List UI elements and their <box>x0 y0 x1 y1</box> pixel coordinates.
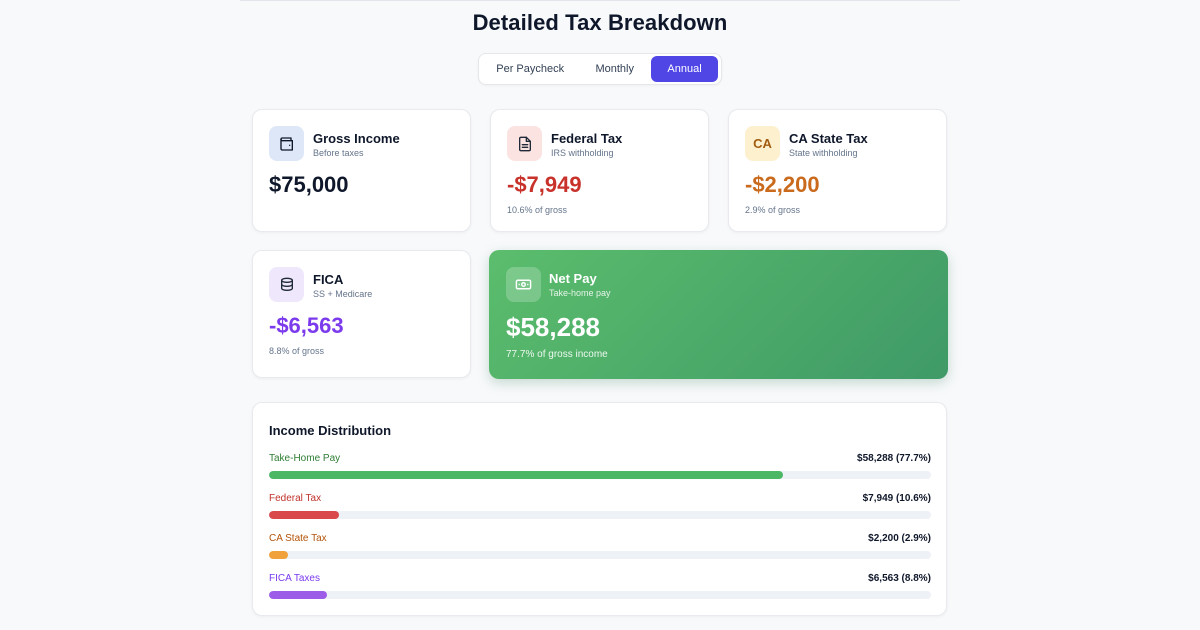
distribution-label: CA State Tax <box>269 533 327 544</box>
progress-fill <box>269 591 328 599</box>
top-divider <box>240 0 960 1</box>
gross-income-subtitle: Before taxes <box>313 148 364 158</box>
progress-track <box>269 551 931 559</box>
distribution-amount: $7,949 (10.6%) <box>862 493 931 504</box>
distribution-row-federal: Federal Tax $7,949 (10.6%) <box>269 493 931 523</box>
federal-tax-percent: 10.6% of gross <box>507 205 568 215</box>
fica-percent: 8.8% of gross <box>269 346 325 356</box>
net-pay-icon-box <box>506 267 541 302</box>
net-pay-value: $58,288 <box>506 312 600 342</box>
distribution-amount: $2,200 (2.9%) <box>868 533 931 544</box>
fica-subtitle: SS + Medicare <box>313 289 373 299</box>
distribution-label: Federal Tax <box>269 493 322 504</box>
distribution-amount: $58,288 (77.7%) <box>857 453 931 464</box>
gross-income-icon-box <box>269 126 304 161</box>
federal-tax-card: Federal Tax IRS withholding -$7,949 10.6… <box>490 109 709 232</box>
income-distribution-panel: Income Distribution Take-Home Pay $58,28… <box>252 402 947 616</box>
federal-tax-title: Federal Tax <box>551 131 623 146</box>
net-pay-title: Net Pay <box>549 271 597 286</box>
state-tax-percent: 2.9% of gross <box>745 205 801 215</box>
progress-fill <box>269 551 289 559</box>
progress-track <box>269 591 931 599</box>
database-icon <box>280 277 293 291</box>
federal-tax-value: -$7,949 <box>507 172 582 197</box>
progress-track <box>269 511 931 519</box>
fica-icon-box <box>269 267 304 302</box>
fica-title: FICA <box>313 272 344 287</box>
distribution-label: Take-Home Pay <box>269 453 341 464</box>
ca-badge-icon: CA <box>753 136 772 151</box>
progress-fill <box>269 511 340 519</box>
distribution-row-fica: FICA Taxes $6,563 (8.8%) <box>269 573 931 603</box>
tab-monthly[interactable]: Monthly <box>595 63 634 75</box>
income-distribution-title: Income Distribution <box>269 423 392 438</box>
net-pay-subtitle: Take-home pay <box>549 288 611 298</box>
distribution-amount: $6,563 (8.8%) <box>868 573 931 584</box>
progress-fill <box>269 471 784 479</box>
cash-icon <box>515 279 532 290</box>
federal-tax-subtitle: IRS withholding <box>551 148 614 158</box>
distribution-row-take-home: Take-Home Pay $58,288 (77.7%) <box>269 453 931 483</box>
state-tax-value: -$2,200 <box>745 172 820 197</box>
net-pay-card: Net Pay Take-home pay $58,288 77.7% of g… <box>489 250 948 379</box>
page-title: Detailed Tax Breakdown <box>472 10 728 35</box>
period-tabs: Per Paycheck Monthly Annual <box>478 53 722 85</box>
tab-per-paycheck[interactable]: Per Paycheck <box>496 63 565 75</box>
gross-income-value: $75,000 <box>269 172 349 197</box>
gross-income-card: Gross Income Before taxes $75,000 <box>252 109 471 232</box>
tab-annual[interactable]: Annual <box>651 56 718 82</box>
document-icon <box>518 136 531 151</box>
state-tax-card: CA CA State Tax State withholding -$2,20… <box>728 109 947 232</box>
distribution-label: FICA Taxes <box>269 573 320 584</box>
federal-tax-icon-box <box>507 126 542 161</box>
wallet-icon <box>279 136 293 151</box>
gross-income-title: Gross Income <box>313 131 400 146</box>
distribution-row-state: CA State Tax $2,200 (2.9%) <box>269 533 931 563</box>
fica-value: -$6,563 <box>269 313 344 338</box>
progress-track <box>269 471 931 479</box>
state-tax-subtitle: State withholding <box>789 148 858 158</box>
state-tax-icon-box: CA <box>745 126 780 161</box>
fica-card: FICA SS + Medicare -$6,563 8.8% of gross <box>252 250 471 378</box>
net-pay-percent: 77.7% of gross income <box>506 349 608 360</box>
state-tax-title: CA State Tax <box>789 131 868 146</box>
